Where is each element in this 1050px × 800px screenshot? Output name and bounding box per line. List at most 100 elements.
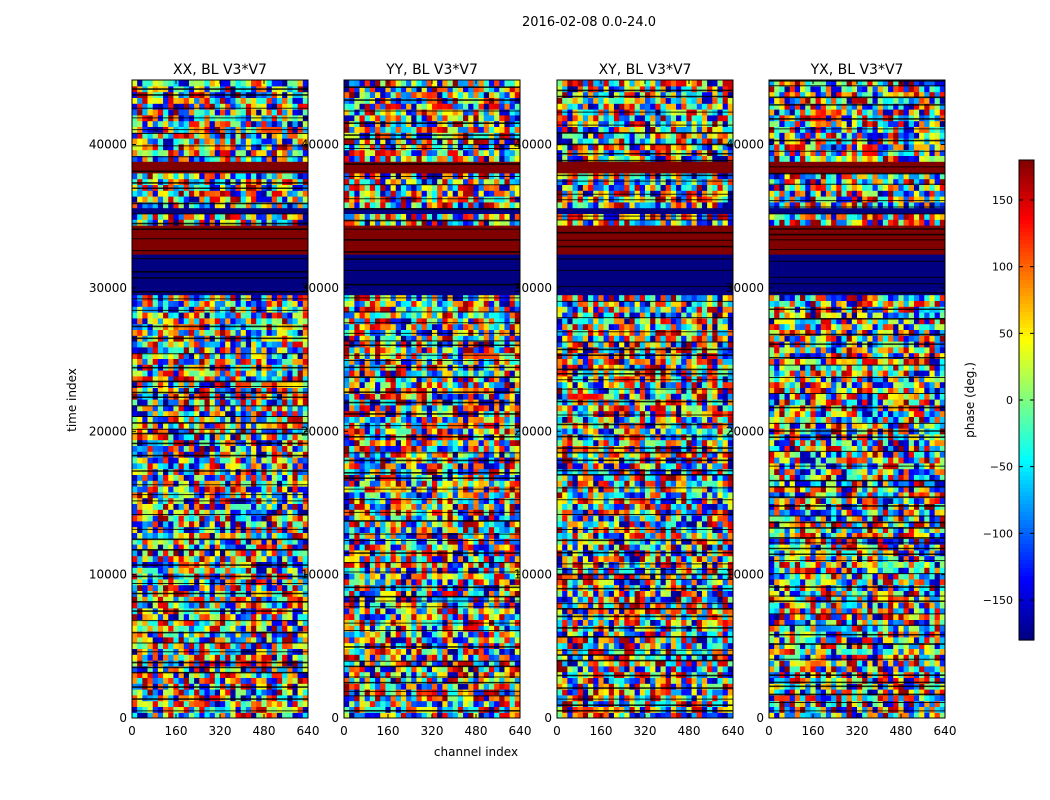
- heatmap-cell: [276, 549, 283, 557]
- heatmap-cell: [178, 503, 185, 510]
- heatmap-cell: [137, 625, 143, 632]
- heatmap-cell: [426, 520, 433, 528]
- heatmap-cell: [282, 596, 288, 603]
- heatmap-cell: [287, 625, 294, 632]
- heatmap-cell: [416, 619, 423, 626]
- heatmap-cell: [266, 625, 273, 632]
- heatmap-cell: [178, 480, 185, 487]
- heatmap-cell: [204, 520, 211, 528]
- heatmap-cell: [204, 474, 211, 481]
- heatmap-cell: [287, 132, 294, 139]
- heatmap-cell: [483, 497, 490, 504]
- heatmap-cell: [276, 619, 283, 626]
- heatmap-cell: [364, 503, 371, 510]
- heatmap-cell: [292, 665, 299, 673]
- heatmap-cell: [390, 555, 397, 562]
- heatmap-cell: [282, 103, 288, 110]
- heatmap-cell: [364, 573, 371, 580]
- heatmap-cell: [421, 503, 428, 510]
- heatmap-cell: [297, 329, 304, 336]
- heatmap-cell: [194, 532, 200, 539]
- heatmap-cell: [457, 573, 464, 580]
- heatmap-cell: [152, 445, 159, 452]
- heatmap-cell: [390, 451, 397, 458]
- heatmap-cell: [364, 520, 371, 528]
- heatmap-cell: [349, 689, 355, 696]
- heatmap-cell: [220, 544, 226, 551]
- heatmap-cell: [157, 654, 164, 661]
- heatmap-cell: [199, 109, 206, 116]
- heatmap-cell: [504, 544, 511, 551]
- heatmap-cell: [514, 712, 520, 718]
- heatmap-cell: [132, 544, 138, 551]
- heatmap-cell: [240, 196, 247, 203]
- heatmap-cell: [235, 555, 242, 562]
- heatmap-cell: [256, 149, 263, 156]
- heatmap-cell: [416, 642, 423, 649]
- heatmap-cell: [442, 677, 449, 684]
- heatmap-cell: [194, 596, 200, 603]
- heatmap-cell: [199, 149, 206, 156]
- heatmap-cell: [209, 80, 216, 87]
- heatmap-cell: [173, 457, 180, 464]
- heatmap-cell: [271, 149, 278, 156]
- heatmap-cell: [235, 178, 242, 185]
- heatmap-cell: [194, 549, 200, 557]
- heatmap-cell: [178, 689, 185, 696]
- heatmap-cell: [369, 607, 376, 615]
- heatmap-cell: [395, 561, 402, 568]
- heatmap-cell: [302, 567, 308, 574]
- heatmap-cell: [359, 468, 366, 475]
- heatmap-cell: [230, 138, 237, 145]
- heatmap-cell: [468, 445, 475, 452]
- heatmap-cell: [452, 491, 459, 499]
- heatmap-cell: [240, 381, 247, 388]
- heatmap-cell: [282, 410, 288, 417]
- heatmap-cell: [240, 149, 247, 156]
- heatmap-cell: [147, 358, 154, 365]
- heatmap-cell: [369, 636, 376, 644]
- heatmap-cell: [287, 619, 294, 626]
- heatmap-cell: [457, 596, 464, 603]
- heatmap-cell: [188, 694, 195, 702]
- heatmap-cell: [147, 520, 154, 528]
- heatmap-cell: [230, 381, 237, 388]
- heatmap-cell: [473, 573, 480, 580]
- heatmap-cell: [473, 602, 480, 609]
- heatmap-cell: [204, 358, 211, 365]
- heatmap-cell: [209, 375, 216, 383]
- heatmap-cell: [235, 219, 242, 226]
- heatmap-cell: [225, 474, 231, 481]
- heatmap-cell: [344, 538, 350, 545]
- heatmap-cell: [230, 196, 237, 203]
- heatmap-cell: [163, 457, 169, 464]
- heatmap-cell: [380, 538, 387, 545]
- heatmap-cell: [178, 642, 185, 649]
- heatmap-cell: [411, 503, 418, 510]
- heatmap-cell: [183, 474, 190, 481]
- heatmap-cell: [157, 300, 164, 307]
- heatmap-cell: [178, 671, 185, 678]
- heatmap-cell: [220, 178, 226, 185]
- heatmap-cell: [225, 190, 231, 197]
- heatmap-cell: [395, 648, 402, 655]
- heatmap-cell: [349, 683, 355, 690]
- heatmap-cell: [432, 631, 438, 638]
- heatmap-cell: [142, 549, 149, 557]
- heatmap-cell: [468, 480, 475, 487]
- heatmap-cell: [276, 520, 283, 528]
- heatmap-cell: [359, 700, 366, 707]
- heatmap-cell: [132, 109, 138, 116]
- heatmap-cell: [499, 515, 506, 522]
- heatmap-cell: [509, 439, 516, 446]
- heatmap-cell: [230, 671, 237, 678]
- heatmap-cell: [302, 306, 308, 313]
- heatmap-cell: [261, 515, 268, 522]
- heatmap-cell: [406, 538, 412, 545]
- heatmap-cell: [276, 120, 283, 127]
- heatmap-cell: [194, 578, 200, 586]
- heatmap-cell: [147, 480, 154, 487]
- heatmap-cell: [152, 178, 159, 185]
- heatmap-cell: [488, 671, 495, 678]
- heatmap-cell: [173, 625, 180, 632]
